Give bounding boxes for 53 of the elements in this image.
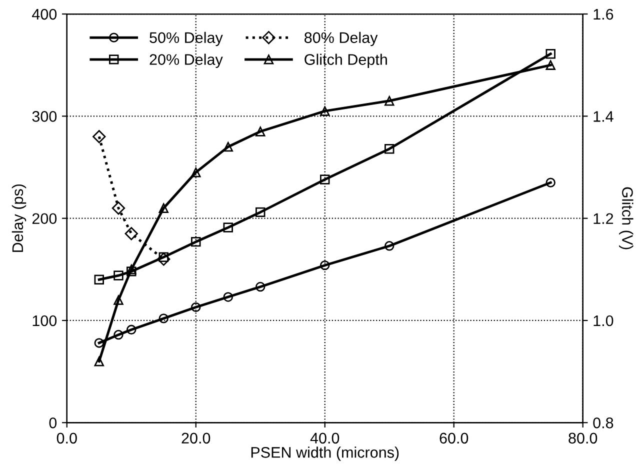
point xyxy=(223,222,233,232)
point xyxy=(320,260,330,270)
point xyxy=(546,60,556,70)
y-axis-title: Delay (ps) xyxy=(12,184,26,252)
legend-label: 20% Delay xyxy=(150,54,223,68)
y2-axis-title: Glitch (V) xyxy=(619,187,634,250)
x-tick-label: 40.0 xyxy=(310,432,340,444)
y-tick-label: 100 xyxy=(32,315,57,326)
point xyxy=(124,227,138,240)
point xyxy=(256,207,266,218)
y-tick-label: 400 xyxy=(32,8,57,20)
point xyxy=(191,167,201,178)
point xyxy=(191,302,201,312)
point xyxy=(94,356,104,366)
point xyxy=(157,252,170,266)
point xyxy=(384,96,394,106)
point xyxy=(256,282,266,292)
point xyxy=(384,144,394,154)
x-tick-label: 0.0 xyxy=(56,432,77,444)
point xyxy=(114,330,124,340)
x-tick-label: 80.0 xyxy=(568,432,598,444)
point xyxy=(114,295,124,305)
point xyxy=(223,292,233,302)
y-tick-label: 200 xyxy=(32,213,57,224)
y-tick-label: 300 xyxy=(32,111,57,122)
y2-tick-label: 1.0 xyxy=(594,315,614,326)
point xyxy=(256,126,266,136)
point xyxy=(112,202,126,215)
x-axis-title: PSEN width (microns) xyxy=(251,446,399,461)
y2-tick-label: 1.6 xyxy=(594,8,614,20)
point xyxy=(546,178,556,188)
y2-tick-label: 0.8 xyxy=(593,418,614,428)
point xyxy=(114,270,124,280)
point xyxy=(158,203,168,213)
point xyxy=(320,106,330,116)
legend-label: 80% Delay xyxy=(304,32,378,46)
y-tick-label: 0 xyxy=(49,418,57,428)
point xyxy=(546,48,556,59)
point xyxy=(191,236,201,247)
point xyxy=(92,130,106,144)
point xyxy=(158,314,168,324)
y2-tick-label: 1.4 xyxy=(594,111,614,122)
legend-label: Glitch Depth xyxy=(304,54,387,68)
point xyxy=(94,274,104,284)
point xyxy=(223,142,233,152)
point xyxy=(384,241,394,251)
legend-label: 50% Delay xyxy=(150,32,223,46)
point xyxy=(126,324,136,335)
y2-tick-label: 1.2 xyxy=(594,213,614,224)
x-tick-label: 20.0 xyxy=(182,432,210,444)
point xyxy=(94,338,104,348)
point xyxy=(320,174,330,184)
x-tick-label: 60.0 xyxy=(440,432,468,444)
